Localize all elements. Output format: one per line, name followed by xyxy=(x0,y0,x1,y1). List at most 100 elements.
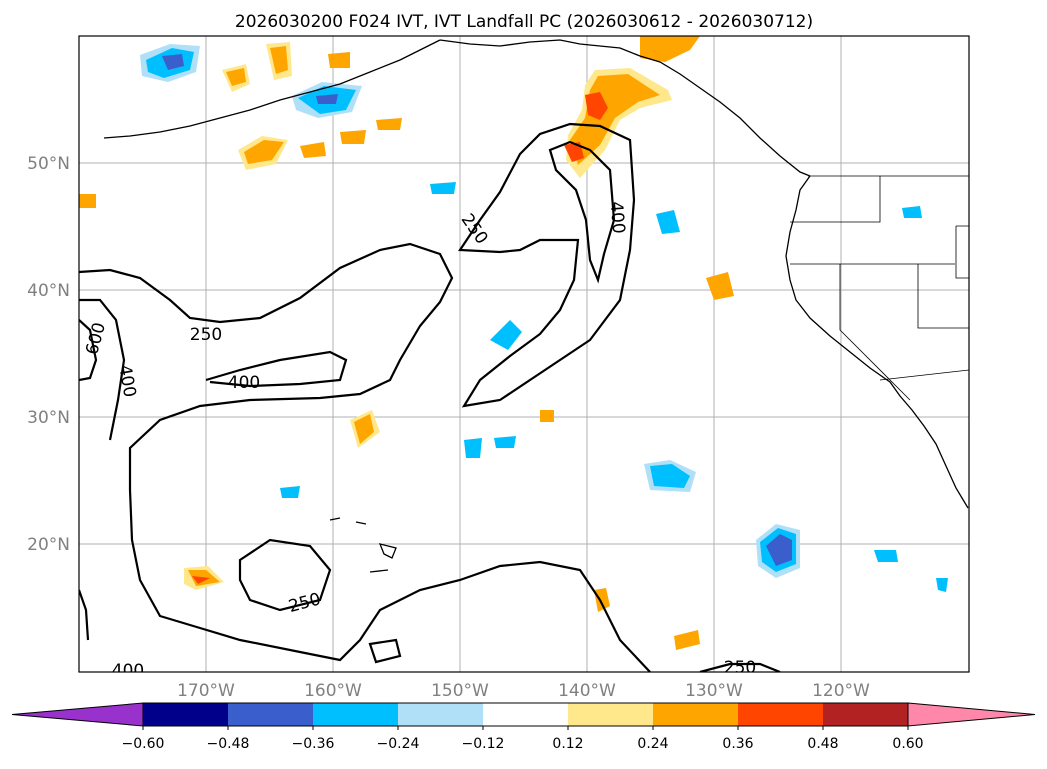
coast-alaska xyxy=(439,39,811,177)
patch-positive xyxy=(585,92,608,120)
border-us-mexico xyxy=(879,369,969,381)
patch-negative xyxy=(316,94,338,104)
patch-negative xyxy=(902,206,922,218)
coast-hawaii xyxy=(369,569,389,573)
contour-label: 400 xyxy=(606,201,629,235)
contour-small xyxy=(368,638,402,664)
contour-250-loop xyxy=(238,538,332,612)
patch-negative xyxy=(490,320,522,350)
contour-label: 250 xyxy=(724,658,756,678)
colorbar-tick-label: 0.48 xyxy=(807,736,838,752)
border-state xyxy=(917,264,969,329)
lat-label: 20°N xyxy=(27,535,70,555)
colorbar-segment xyxy=(228,703,313,726)
colorbar: −0.60 −0.48 −0.36 −0.24 −0.12 0.12 0.24 0.36 0.4… xyxy=(11,702,1036,752)
border-state xyxy=(839,264,911,401)
patch-positive xyxy=(328,52,350,68)
colorbar-segment xyxy=(143,703,228,726)
colorbar-tick-label: −0.36 xyxy=(292,736,335,752)
patch-positive xyxy=(674,630,700,650)
lat-label: 40°N xyxy=(27,281,70,301)
patch-negative xyxy=(162,54,184,70)
colorbar-segment xyxy=(568,703,653,726)
patch-positive xyxy=(244,140,284,164)
coastlines xyxy=(103,39,969,573)
colorbar-tick-label: −0.48 xyxy=(207,736,250,752)
coast-hawaii xyxy=(355,521,367,525)
patch-negative xyxy=(430,182,456,194)
lat-label: 30°N xyxy=(27,408,70,428)
colorbar-segment xyxy=(483,703,568,726)
patch-negative xyxy=(766,534,792,566)
colorbar-tick-label: −0.60 xyxy=(122,736,165,752)
contour-label: 250 xyxy=(190,325,222,345)
lon-label: 130°W xyxy=(685,681,743,701)
contour-south xyxy=(79,589,90,641)
colorbar-extend-max xyxy=(907,702,1036,727)
patch-negative xyxy=(936,578,948,592)
patch-positive xyxy=(354,414,374,444)
lon-label: 120°W xyxy=(812,681,870,701)
border-state xyxy=(955,225,969,279)
lon-label: 170°W xyxy=(177,681,235,701)
patch-positive xyxy=(594,588,610,612)
colorbar-extend-min xyxy=(11,702,144,727)
coast-west-us xyxy=(785,175,969,509)
lat-label: 50°N xyxy=(27,154,70,174)
patch-positive xyxy=(540,410,554,422)
colorbar-segment xyxy=(313,703,398,726)
colorbar-tick-label: 0.36 xyxy=(722,736,753,752)
colorbar-segment xyxy=(653,703,738,726)
pc-filled-patches xyxy=(79,36,948,650)
patch-negative xyxy=(650,464,690,488)
colorbar-tick-label: 0.60 xyxy=(892,736,923,752)
patch-positive xyxy=(340,130,366,144)
colorbar-tick-label: 0.12 xyxy=(552,736,583,752)
patch-positive xyxy=(640,36,700,62)
patch-negative xyxy=(656,210,680,234)
contour-250-jet xyxy=(458,122,636,408)
ocean-background xyxy=(79,36,969,672)
lon-label: 160°W xyxy=(304,681,362,701)
latitude-labels: 50°N 40°N 30°N 20°N xyxy=(27,154,70,555)
patch-positive xyxy=(226,68,246,86)
longitude-labels: 170°W 160°W 150°W 140°W 130°W 120°W xyxy=(177,681,870,701)
patch-positive xyxy=(376,118,402,130)
patch-negative xyxy=(874,550,898,562)
colorbar-outline xyxy=(142,702,909,727)
border-state xyxy=(790,176,881,223)
contour-250-south xyxy=(699,662,781,672)
contour-label: 400 xyxy=(112,661,144,681)
colorbar-tick-label: −0.12 xyxy=(462,736,505,752)
map-title: 2026030200 F024 IVT, IVT Landfall PC (20… xyxy=(235,12,813,32)
contour-400-band xyxy=(205,350,348,388)
colorbar-segment xyxy=(823,703,908,726)
patch-positive xyxy=(270,46,288,74)
patch-positive xyxy=(300,142,326,158)
contour-400-west xyxy=(79,298,126,441)
contour-label: 400 xyxy=(228,373,260,393)
colorbar-tick-label: −0.24 xyxy=(377,736,420,752)
colorbar-segment xyxy=(398,703,483,726)
colorbar-segment xyxy=(738,703,823,726)
coast-hawaii xyxy=(378,543,397,559)
coast-hawaii xyxy=(329,517,341,521)
patch-positive xyxy=(706,272,734,300)
contour-250 xyxy=(79,242,651,672)
lon-label: 150°W xyxy=(431,681,489,701)
patch-positive xyxy=(192,576,210,584)
map-area: 250 400 250 400 600 400 250 400 250 xyxy=(79,36,969,681)
coast-aleutians xyxy=(103,39,441,139)
ivt-contours xyxy=(79,122,781,672)
colorbar-tick-label: 0.24 xyxy=(637,736,668,752)
borders xyxy=(790,175,969,401)
lon-label: 140°W xyxy=(558,681,616,701)
patch-negative xyxy=(494,436,516,448)
patch-positive xyxy=(79,194,96,208)
patch-negative xyxy=(464,438,482,458)
contour-600 xyxy=(79,319,98,382)
contour-400-jet xyxy=(548,140,616,284)
patch-negative xyxy=(280,486,300,498)
